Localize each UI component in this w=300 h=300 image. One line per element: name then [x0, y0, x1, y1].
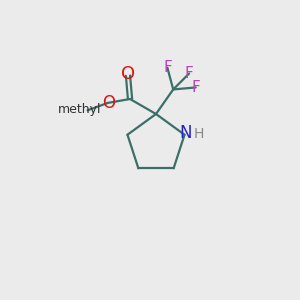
Text: methyl: methyl	[58, 103, 102, 116]
Text: H: H	[194, 127, 204, 141]
Text: N: N	[180, 124, 192, 142]
Text: O: O	[102, 94, 115, 112]
Text: F: F	[191, 80, 200, 95]
Text: F: F	[185, 66, 194, 81]
Text: O: O	[121, 65, 135, 83]
Text: F: F	[163, 60, 172, 75]
